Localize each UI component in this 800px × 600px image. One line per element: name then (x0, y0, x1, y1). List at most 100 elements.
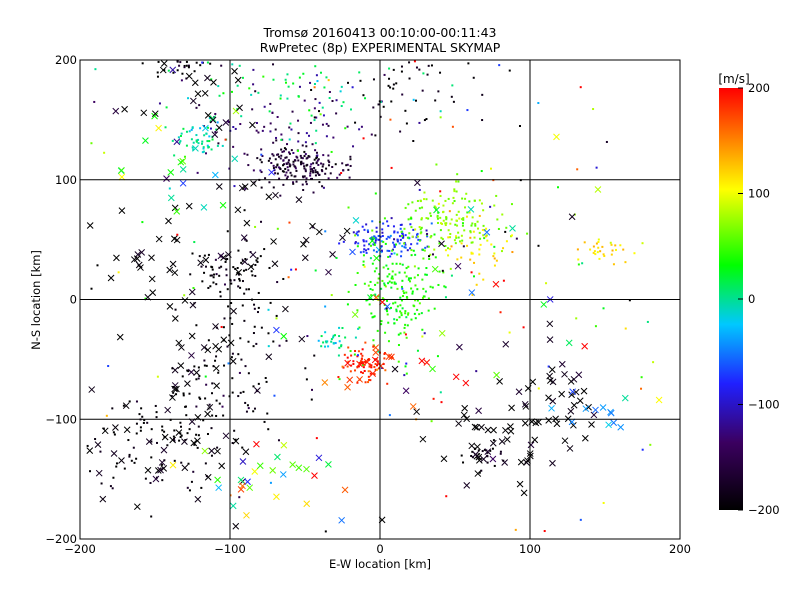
data-point-cross (468, 442, 476, 450)
data-point-cross (201, 447, 209, 455)
data-point (356, 354, 359, 357)
data-point (269, 122, 272, 125)
data-point (272, 340, 275, 343)
data-point (206, 433, 209, 436)
data-point (456, 224, 459, 227)
data-point (181, 72, 184, 75)
data-point (473, 236, 476, 239)
data-point (186, 432, 189, 435)
data-point (274, 158, 277, 161)
data-point-cross (546, 336, 554, 343)
data-point (377, 350, 380, 353)
data-point (292, 163, 295, 166)
data-point (387, 282, 390, 285)
data-point (264, 177, 267, 180)
data-point-cross (197, 259, 205, 267)
data-point (416, 274, 419, 277)
data-point (409, 223, 412, 226)
data-point (253, 407, 256, 410)
data-point (460, 454, 463, 457)
data-point-cross (214, 476, 221, 484)
data-point (377, 234, 380, 237)
data-point-cross (191, 79, 199, 87)
data-point-cross (272, 191, 279, 199)
data-point (141, 62, 144, 65)
data-point (211, 382, 214, 385)
data-point-cross (280, 441, 288, 449)
data-point (240, 261, 243, 264)
data-point (465, 215, 468, 218)
x-tick-label: 0 (376, 542, 383, 556)
data-point (99, 450, 102, 453)
data-point (383, 284, 386, 287)
data-point (94, 68, 97, 71)
data-point (421, 206, 424, 209)
data-point (363, 244, 366, 247)
data-point (309, 174, 312, 177)
data-point (236, 84, 239, 87)
data-point (315, 162, 318, 165)
data-point (595, 166, 598, 169)
data-point (178, 64, 181, 67)
data-point (410, 254, 413, 257)
data-point-cross (122, 402, 130, 410)
data-point (393, 245, 396, 248)
data-point (414, 253, 417, 256)
data-point (397, 360, 400, 363)
data-point (204, 462, 207, 465)
data-point-cross (468, 289, 476, 296)
data-point (614, 244, 617, 247)
data-point (272, 154, 275, 157)
data-point (319, 113, 322, 116)
data-point (203, 254, 206, 257)
data-point-cross (166, 303, 174, 310)
data-point (376, 360, 379, 363)
data-point (440, 236, 443, 239)
data-point (420, 218, 423, 221)
data-point (444, 245, 447, 248)
data-point-cross (570, 401, 578, 409)
data-point (443, 285, 446, 288)
data-point (225, 268, 228, 271)
data-point (311, 168, 314, 171)
data-point (386, 220, 389, 223)
data-point (360, 352, 363, 355)
data-point (139, 426, 142, 429)
data-point (210, 274, 213, 277)
data-point-cross (566, 445, 574, 452)
data-point (393, 252, 396, 255)
data-point-cross (206, 403, 214, 411)
data-point (128, 400, 131, 403)
data-point (208, 403, 211, 406)
data-point (592, 251, 595, 254)
data-point (237, 273, 240, 276)
data-point (452, 100, 455, 103)
data-point (330, 340, 333, 343)
data-point (362, 260, 365, 263)
data-point (277, 439, 280, 442)
data-point (341, 162, 344, 165)
data-point-cross (211, 131, 219, 138)
data-point (498, 64, 501, 67)
data-point (199, 397, 202, 400)
data-point (224, 260, 227, 263)
data-point-cross (568, 213, 576, 221)
data-point (426, 232, 429, 235)
data-point (486, 451, 489, 454)
data-point (358, 128, 361, 131)
data-point (203, 134, 206, 137)
data-point (268, 181, 271, 184)
data-point (471, 293, 474, 296)
data-point (232, 145, 235, 148)
data-point (187, 64, 190, 67)
data-point (303, 167, 306, 170)
data-point (247, 164, 250, 167)
data-point (478, 214, 481, 217)
data-point-cross (502, 340, 510, 348)
data-point (302, 188, 305, 191)
data-point (455, 180, 458, 183)
data-point (414, 99, 417, 102)
data-point (282, 159, 285, 162)
data-point (362, 366, 365, 369)
data-point (416, 308, 419, 311)
